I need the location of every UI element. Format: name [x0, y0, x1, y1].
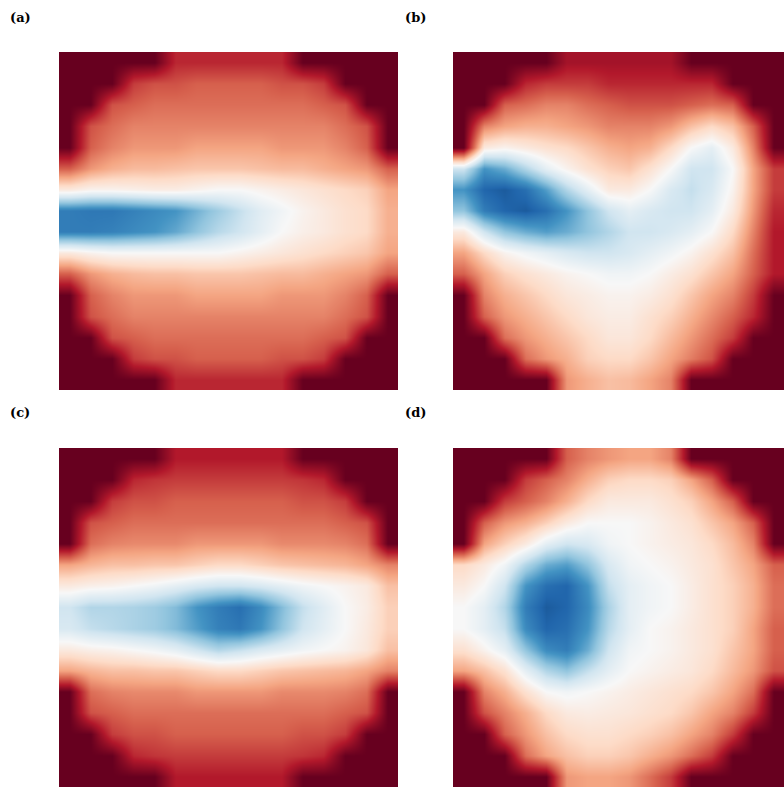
svg-text:(d): (d): [405, 405, 426, 420]
svg-text:(a): (a): [10, 10, 31, 25]
svg-text:(c): (c): [10, 405, 30, 420]
svg-text:(b): (b): [405, 10, 426, 25]
